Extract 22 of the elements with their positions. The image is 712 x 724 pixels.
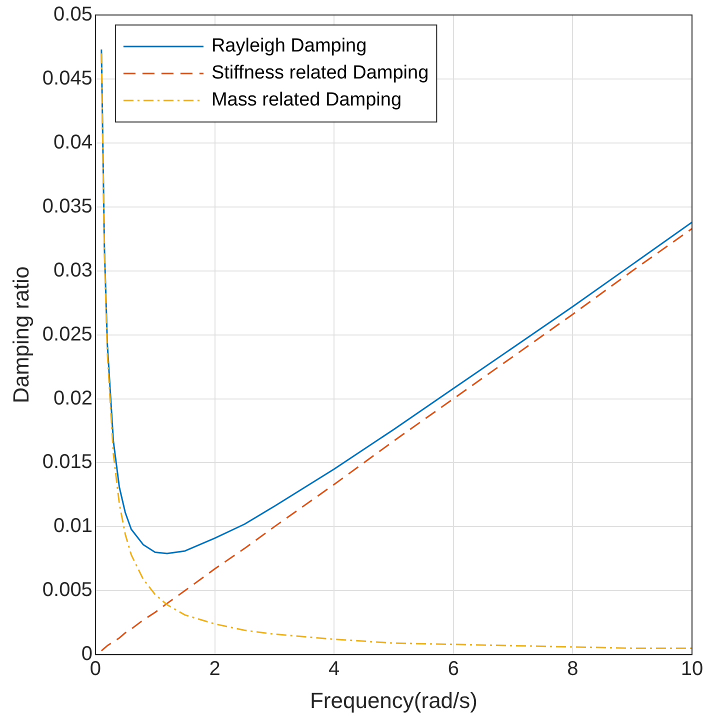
- y-tick-label: 0.01: [54, 515, 92, 538]
- y-tick-label: 0.05: [54, 4, 92, 26]
- line-series: [100, 228, 692, 652]
- x-tick-label: 10: [680, 658, 704, 680]
- y-tick-label: 0.045: [42, 67, 92, 90]
- y-axis-title: Damping ratio: [8, 266, 34, 404]
- y-tick-label: 0.04: [54, 131, 92, 154]
- y-tick-label: 0.035: [42, 195, 92, 218]
- x-axis-title: Frequency(rad/s): [310, 688, 478, 713]
- y-tick-label: 0.03: [54, 259, 92, 282]
- x-tick-label: 2: [209, 658, 220, 680]
- y-tick-label: 0.005: [42, 579, 92, 602]
- y-tick-label: 0.025: [42, 323, 92, 346]
- x-tick-label: 8: [567, 658, 578, 680]
- y-tick-label: 0.02: [54, 387, 92, 410]
- y-tick-label: 0: [81, 643, 92, 666]
- x-tick-label: 6: [448, 658, 459, 680]
- legend-label: Rayleigh Damping: [211, 36, 367, 57]
- x-tick-label: 4: [328, 658, 340, 680]
- legend-label: Stiffness related Damping: [211, 62, 429, 84]
- y-tick-label: 0.015: [42, 451, 92, 474]
- legend-label: Mass related Damping: [211, 90, 402, 111]
